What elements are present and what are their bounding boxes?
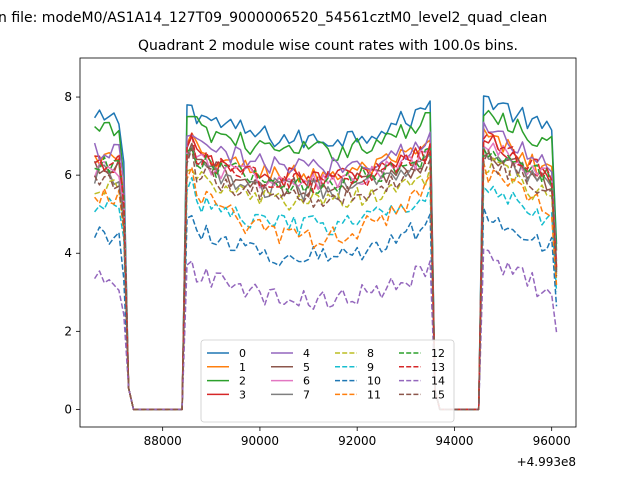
series-line-6	[93, 142, 558, 411]
legend-label-10: 10	[367, 375, 381, 388]
legend-label-0: 0	[239, 347, 246, 360]
legend-label-1: 1	[239, 361, 246, 374]
series-line-8	[94, 157, 558, 411]
y-axis: 0 2 4 6 8	[64, 90, 80, 416]
series-line-9	[94, 176, 558, 411]
legend-label-8: 8	[367, 347, 374, 360]
legend-label-7: 7	[303, 388, 310, 401]
series-line-4	[93, 121, 558, 411]
x-tick-label: 88000	[144, 434, 182, 448]
legend-label-13: 13	[431, 361, 445, 374]
legend-label-4: 4	[303, 347, 310, 360]
legend-label-5: 5	[303, 361, 310, 374]
x-tick-label: 94000	[435, 434, 473, 448]
y-tick-label: 8	[64, 90, 72, 104]
y-tick-label: 0	[64, 402, 72, 416]
x-tick-label: 92000	[338, 434, 376, 448]
legend-label-9: 9	[367, 361, 374, 374]
y-tick-label: 6	[64, 168, 72, 182]
x-axis: 88000 90000 92000 94000 96000	[144, 427, 571, 448]
legend-label-3: 3	[239, 388, 246, 401]
series-line-14	[93, 248, 558, 411]
x-offset-label: +4.993e8	[517, 455, 576, 469]
x-tick-label: 96000	[533, 434, 571, 448]
x-tick-label: 90000	[241, 434, 279, 448]
legend-box	[200, 339, 455, 423]
series-line-15	[93, 147, 558, 411]
series-line-2	[94, 109, 558, 411]
legend-label-6: 6	[303, 375, 310, 388]
series-line-11	[94, 161, 558, 411]
chart-suptitle: n file: modeM0/AS1A14_127T09_9000006520_…	[0, 10, 547, 26]
legend-label-2: 2	[239, 375, 246, 388]
plot-frame	[79, 57, 577, 428]
series-line-10	[93, 206, 558, 411]
series-line-12	[94, 147, 558, 411]
legend-label-15: 15	[431, 388, 445, 401]
y-tick-label: 2	[64, 324, 72, 338]
legend-label-11: 11	[367, 388, 381, 401]
legend-label-12: 12	[431, 347, 445, 360]
chart-title: Quadrant 2 module wise count rates with …	[138, 38, 518, 54]
legend-label-14: 14	[431, 375, 445, 388]
series-line-0	[93, 95, 558, 411]
series-line-13	[94, 131, 558, 411]
series-layer	[93, 95, 558, 411]
y-tick-label: 4	[64, 246, 72, 260]
